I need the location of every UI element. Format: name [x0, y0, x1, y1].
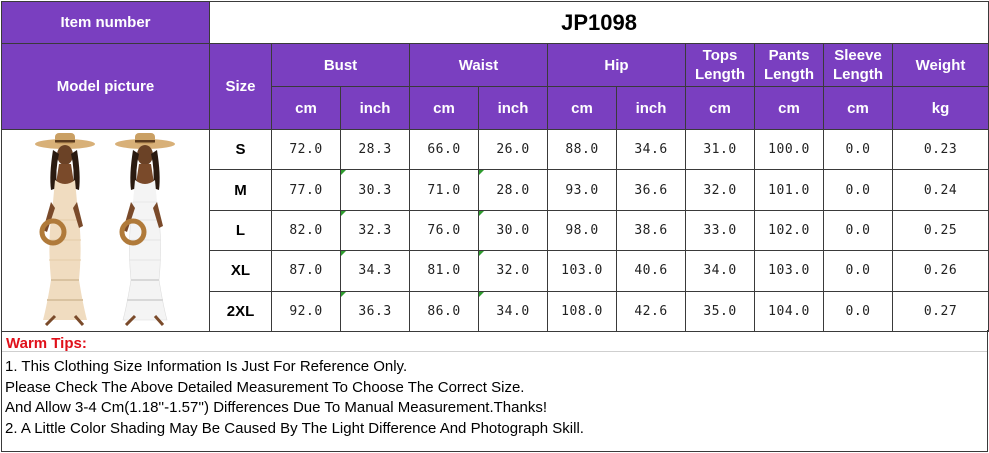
waist-inch-cell: 28.0	[478, 169, 548, 211]
sleeve-length-cell: 0.0	[823, 290, 893, 333]
warm-tips-box: Warm Tips: 1. This Clothing Size Informa…	[1, 330, 988, 452]
hip-inch-cell: 40.6	[616, 250, 686, 292]
hip-inch-cell: 42.6	[616, 290, 686, 333]
tops-length-cell: 31.0	[685, 128, 755, 171]
pants-length-cell: 104.0	[754, 290, 824, 333]
size-label: 2XL	[209, 290, 272, 333]
weight-header: Weight	[891, 43, 989, 87]
size-column-header: Size	[209, 43, 272, 130]
hip-cm-cell: 93.0	[547, 169, 617, 211]
pants-length-cell: 100.0	[754, 128, 824, 171]
weight-cell: 0.25	[891, 209, 989, 252]
bust-inch-cell: 36.3	[340, 290, 410, 333]
size-row-xl: XL 87.0 34.3 81.0 32.0 103.0 40.6 34.0 1…	[2, 250, 989, 292]
waist-inch-unit: inch	[478, 86, 548, 130]
hip-cm-unit: cm	[547, 86, 617, 130]
unit-row: cm inch cm inch cm inch cm cm cm kg	[2, 86, 989, 130]
waist-inch-cell: 34.0	[478, 290, 548, 333]
bust-cm-unit: cm	[271, 86, 341, 130]
waist-inch-cell: 26.0	[478, 128, 548, 171]
hip-inch-cell: 38.6	[616, 209, 686, 252]
model-white-dress	[114, 133, 175, 327]
model-picture-label: Model picture	[1, 43, 210, 130]
hip-cm-cell: 108.0	[547, 290, 617, 333]
weight-cell: 0.26	[891, 250, 989, 292]
hip-cm-cell: 103.0	[547, 250, 617, 292]
sleeve-length-cell: 0.0	[823, 169, 893, 211]
size-label: XL	[209, 250, 272, 292]
size-row-l: L 82.0 32.3 76.0 30.0 98.0 38.6 33.0 102…	[2, 209, 989, 252]
tops-length-cell: 35.0	[685, 290, 755, 333]
waist-inch-cell: 30.0	[478, 209, 548, 252]
size-table: Item number JP1098 Model picture Size Bu…	[1, 1, 989, 333]
bust-inch-cell: 32.3	[340, 209, 410, 252]
bust-header: Bust	[271, 43, 410, 87]
hip-inch-cell: 36.6	[616, 169, 686, 211]
hip-inch-unit: inch	[616, 86, 686, 130]
item-number-label: Item number	[1, 1, 210, 44]
item-number-value: JP1098	[208, 1, 989, 44]
waist-cm-unit: cm	[409, 86, 479, 130]
hip-inch-cell: 34.6	[616, 128, 686, 171]
size-label: M	[209, 169, 272, 211]
tops-length-cell: 33.0	[685, 209, 755, 252]
size-label: S	[209, 128, 272, 171]
size-row-m: M 77.0 30.3 71.0 28.0 93.0 36.6 32.0 101…	[2, 169, 989, 211]
size-row-s: S 72.0 28.3 66.0 26.0 88.0 34.6 31.0 100…	[1, 128, 989, 332]
sleeve-length-cell: 0.0	[823, 209, 893, 252]
tip-line: And Allow 3-4 Cm(1.18''-1.57'') Differen…	[5, 399, 547, 416]
pants-length-unit: cm	[754, 86, 824, 130]
pants-length-cell: 102.0	[754, 209, 824, 252]
waist-inch-cell: 32.0	[478, 250, 548, 292]
waist-cm-cell: 71.0	[409, 169, 479, 211]
pants-length-cell: 101.0	[754, 169, 824, 211]
hip-cm-cell: 98.0	[547, 209, 617, 252]
bust-cm-cell: 82.0	[271, 209, 341, 252]
tip-line: 1. This Clothing Size Information Is Jus…	[5, 358, 408, 375]
measure-header-row: Model picture Size Bust Waist Hip Tops L…	[1, 43, 989, 130]
weight-cell: 0.23	[891, 128, 989, 171]
bust-cm-cell: 77.0	[271, 169, 341, 211]
waist-cm-cell: 86.0	[409, 290, 479, 333]
bust-inch-cell: 30.3	[340, 169, 410, 211]
waist-cm-cell: 76.0	[409, 209, 479, 252]
tops-length-header: Tops Length	[685, 43, 755, 87]
bust-cm-cell: 87.0	[271, 250, 341, 292]
weight-unit: kg	[891, 86, 989, 130]
bust-inch-cell: 28.3	[340, 128, 410, 171]
tops-length-cell: 34.0	[685, 250, 755, 292]
waist-cm-cell: 66.0	[409, 128, 479, 171]
warm-tips-body: 1. This Clothing Size Information Is Jus…	[2, 352, 987, 439]
bust-cm-cell: 72.0	[271, 128, 341, 171]
hip-header: Hip	[547, 43, 686, 87]
model-photos	[34, 133, 175, 327]
sleeve-length-unit: cm	[823, 86, 893, 130]
size-row-2xl: 2XL 92.0 36.3 86.0 34.0 108.0 42.6 35.0 …	[2, 290, 989, 333]
tip-line: Please Check The Above Detailed Measurem…	[5, 378, 525, 396]
size-label: L	[209, 209, 272, 252]
weight-cell: 0.27	[891, 290, 989, 333]
tops-length-cell: 32.0	[685, 169, 755, 211]
sleeve-length-cell: 0.0	[823, 128, 893, 171]
pants-length-cell: 103.0	[754, 250, 824, 292]
bust-inch-cell: 34.3	[340, 250, 410, 292]
model-beige-dress	[34, 133, 95, 327]
sleeve-length-header: Sleeve Length	[823, 43, 893, 87]
bust-cm-cell: 92.0	[271, 290, 341, 333]
waist-header: Waist	[409, 43, 548, 87]
model-picture	[1, 129, 210, 332]
item-number-row: Item number JP1098	[1, 1, 989, 44]
pants-length-header: Pants Length	[754, 43, 824, 87]
warm-tips-title: Warm Tips:	[2, 330, 987, 352]
tip-line: 2. A Little Color Shading May Be Caused …	[5, 419, 584, 437]
bust-inch-unit: inch	[340, 86, 410, 130]
tops-length-unit: cm	[685, 86, 755, 130]
weight-cell: 0.24	[891, 169, 989, 211]
sleeve-length-cell: 0.0	[823, 250, 893, 292]
waist-cm-cell: 81.0	[409, 250, 479, 292]
hip-cm-cell: 88.0	[547, 128, 617, 171]
